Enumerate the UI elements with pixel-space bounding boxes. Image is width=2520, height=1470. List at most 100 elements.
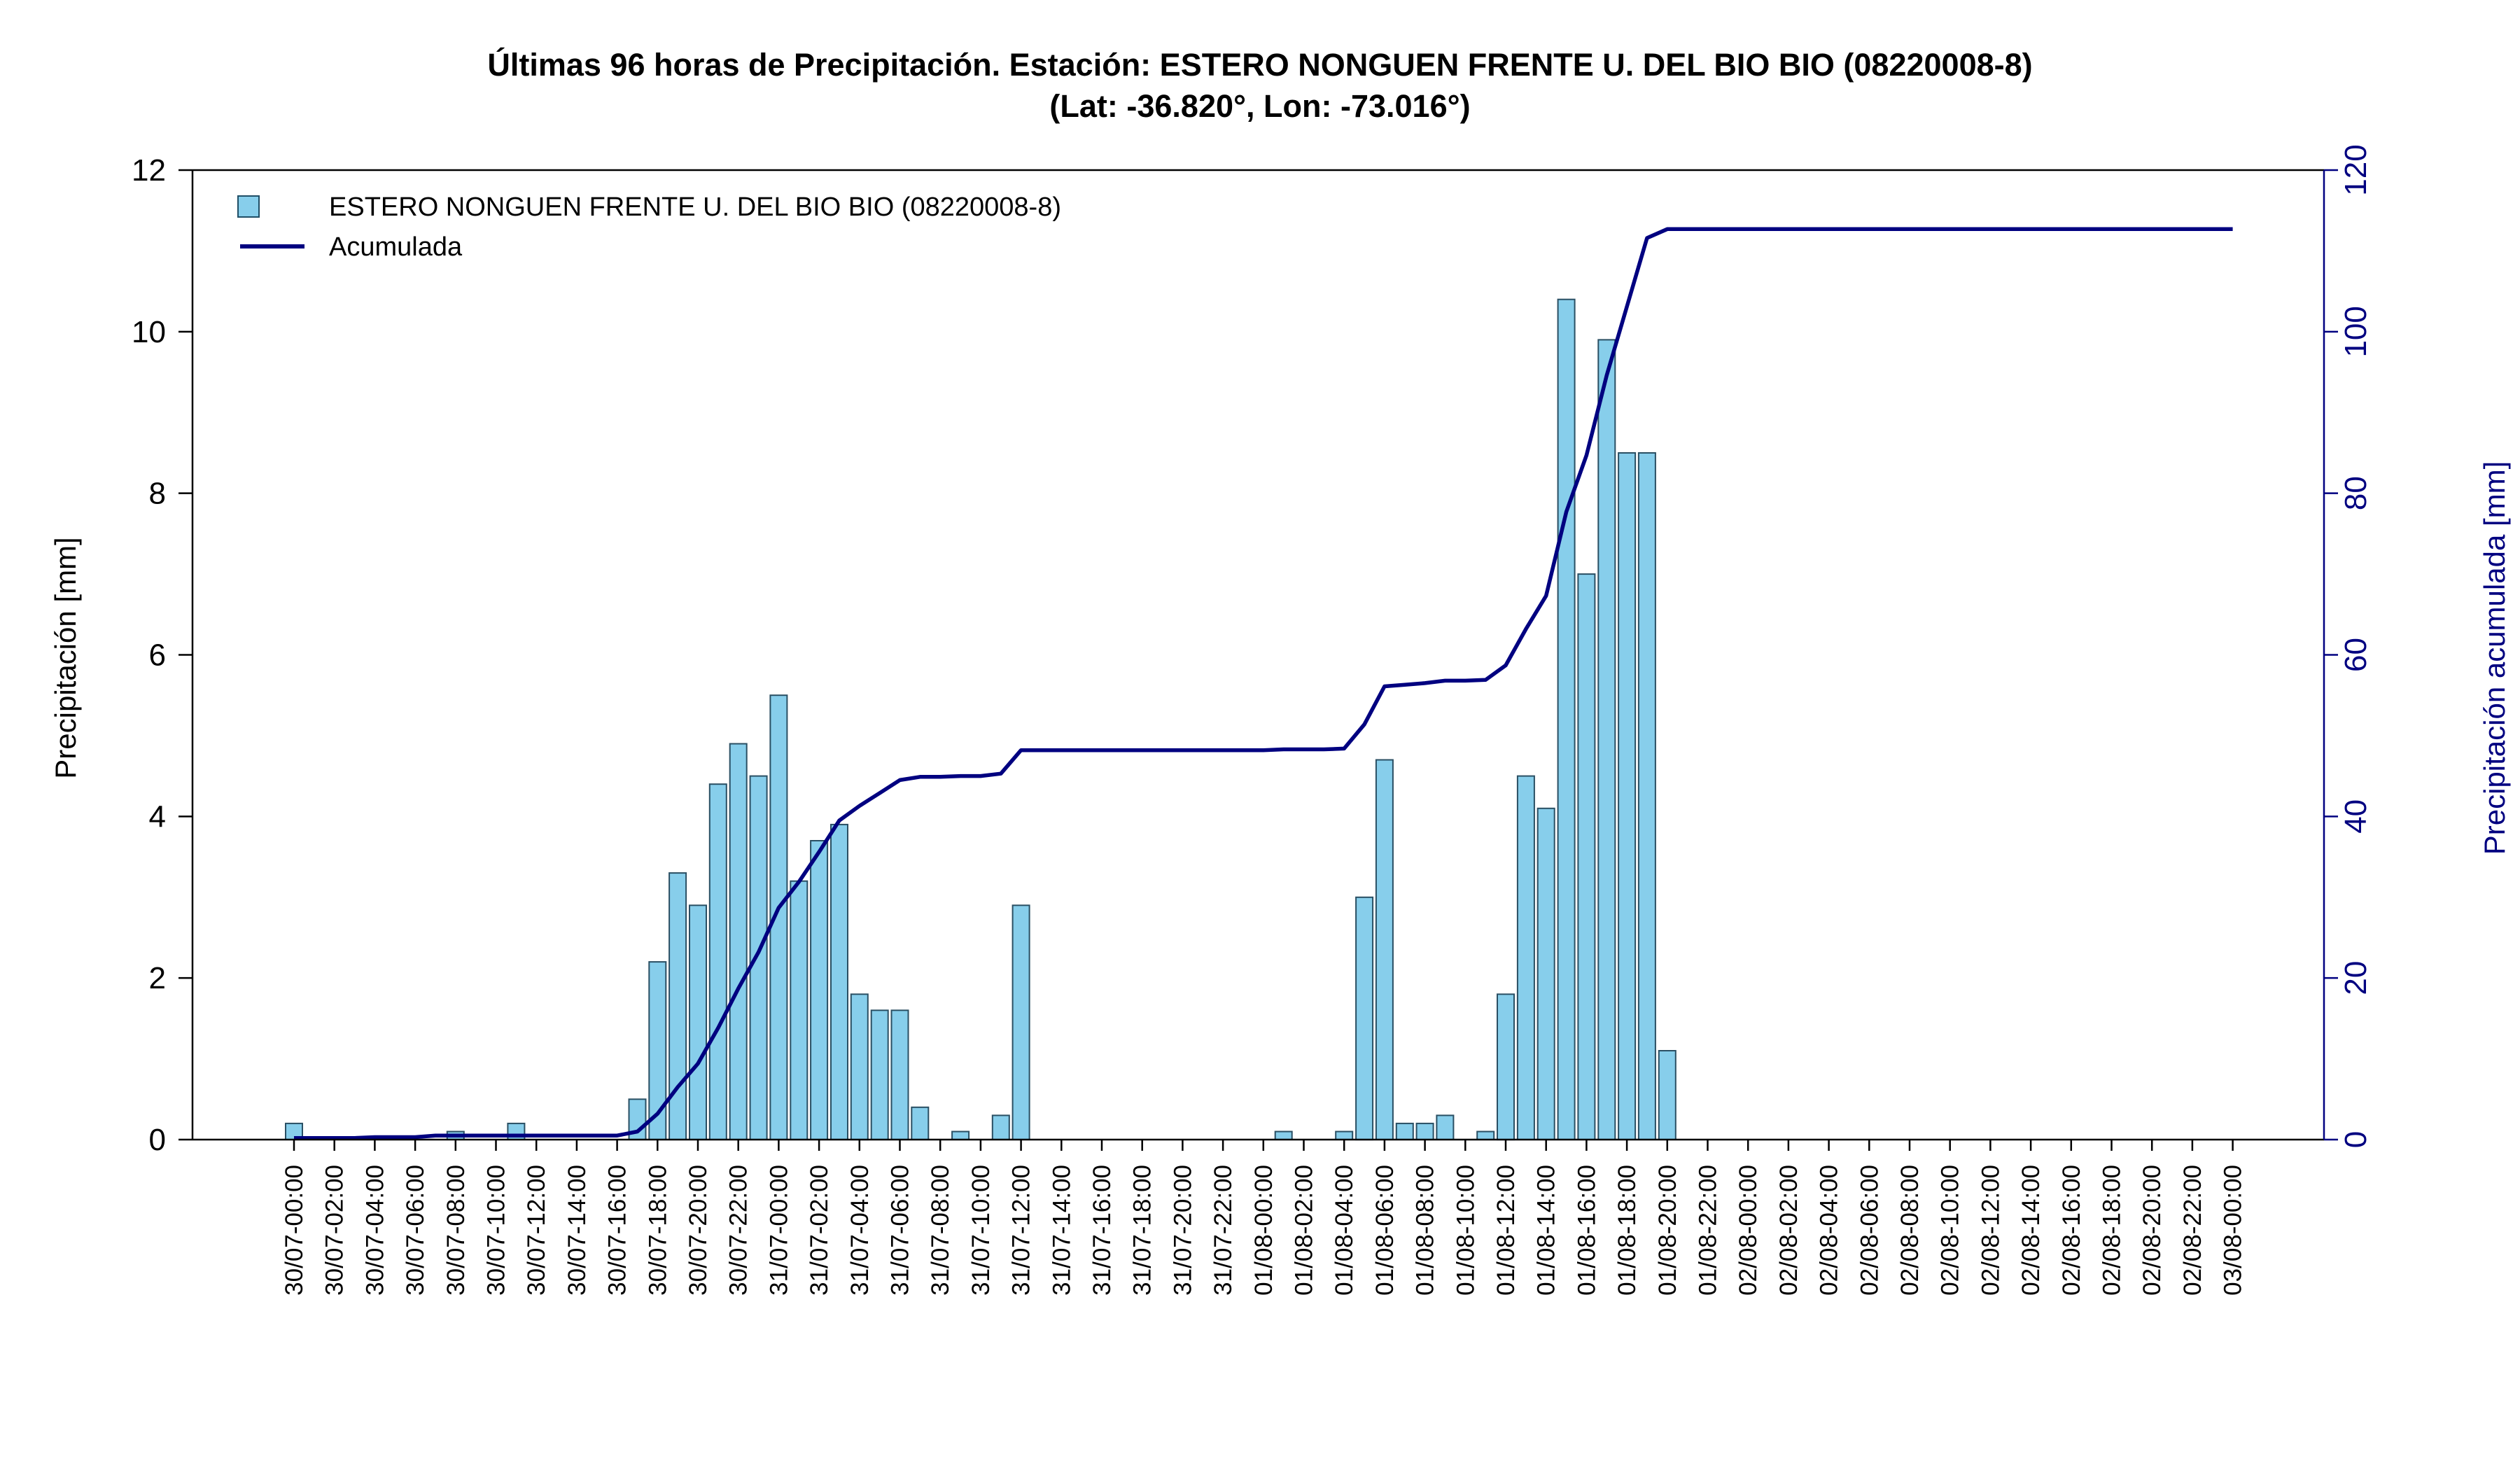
bar-33 [951, 1130, 970, 1140]
x-tick-label-47: 02/08-22:00 [2179, 1165, 2206, 1296]
y-tick-label-0: 0 [149, 1123, 166, 1157]
bar-19 [668, 872, 687, 1140]
x-tick-label-17: 31/07-10:00 [967, 1165, 995, 1296]
legend: ESTERO NONGUEN FRENTE U. DEL BIO BIO (08… [237, 192, 1061, 262]
x-tick-label-15: 31/07-06:00 [887, 1165, 914, 1296]
x-tick-label-32: 01/08-16:00 [1573, 1165, 1600, 1296]
bar-20 [689, 904, 707, 1141]
y-tick-label-12: 12 [132, 153, 166, 188]
bar-49 [1274, 1130, 1293, 1140]
x-tick-label-10: 30/07-20:00 [685, 1165, 712, 1296]
bar-27 [830, 823, 848, 1141]
x-tick-label-12: 31/07-00:00 [765, 1165, 792, 1296]
y-right-tick-label-0: 0 [2339, 1131, 2373, 1148]
y-axis-title: Precipitación [mm] [49, 537, 82, 778]
bar-62 [1536, 807, 1555, 1141]
bar-52 [1335, 1130, 1354, 1140]
x-tick-label-37: 02/08-02:00 [1775, 1165, 1802, 1296]
y-right-tick-label-80: 80 [2339, 476, 2373, 510]
x-tick-label-31: 01/08-14:00 [1533, 1165, 1560, 1296]
x-tick-label-46: 02/08-20:00 [2138, 1165, 2166, 1296]
chart-subtitle: (Lat: -36.820°, Lon: -73.016°) [1049, 88, 1470, 124]
chart-title: Últimas 96 horas de Precipitación. Estac… [487, 47, 2032, 83]
x-tick-label-0: 30/07-00:00 [281, 1165, 308, 1296]
x-tick-label-9: 30/07-18:00 [644, 1165, 671, 1296]
x-tick-label-36: 02/08-00:00 [1735, 1165, 1762, 1296]
x-tick-label-22: 31/07-20:00 [1169, 1165, 1196, 1296]
x-tick-label-21: 31/07-18:00 [1129, 1165, 1156, 1296]
x-tick-label-3: 30/07-06:00 [402, 1165, 429, 1296]
x-tick-label-39: 02/08-06:00 [1856, 1165, 1883, 1296]
x-tick-label-23: 31/07-22:00 [1210, 1165, 1237, 1296]
y-tick-label-4: 4 [149, 799, 166, 834]
y-right-tick-label-120: 120 [2339, 144, 2373, 195]
x-tick-label-20: 31/07-16:00 [1088, 1165, 1116, 1296]
bar-68 [1658, 1050, 1676, 1140]
x-tick-labels: 30/07-00:00 30/07-02:00 30/07-04:00 30/07-0… [281, 1140, 2247, 1296]
bar-64 [1577, 573, 1596, 1140]
bar-66 [1618, 452, 1637, 1140]
x-tick-label-1: 30/07-02:00 [321, 1165, 349, 1296]
bar-23 [749, 775, 768, 1140]
x-tick-label-41: 02/08-10:00 [1937, 1165, 1964, 1296]
x-tick-label-27: 01/08-06:00 [1371, 1165, 1399, 1296]
bar-26 [810, 840, 829, 1140]
bar-59 [1476, 1130, 1495, 1140]
bar-55 [1395, 1122, 1414, 1141]
bar-53 [1355, 896, 1374, 1141]
y-tick-label-10: 10 [132, 315, 166, 349]
x-tick-label-25: 01/08-02:00 [1291, 1165, 1318, 1296]
bar-60 [1497, 993, 1515, 1141]
x-tick-label-48: 03/08-00:00 [2220, 1165, 2247, 1296]
bar-63 [1557, 298, 1576, 1141]
y-tick-label-6: 6 [149, 638, 166, 673]
bar-54 [1375, 759, 1394, 1140]
x-tick-label-16: 31/07-08:00 [927, 1165, 954, 1296]
x-tick-label-42: 02/08-12:00 [1977, 1165, 2004, 1296]
x-tick-label-30: 01/08-12:00 [1492, 1165, 1520, 1296]
x-tick-label-13: 31/07-02:00 [806, 1165, 833, 1296]
line-series [294, 227, 2233, 1140]
y-axis-right-title: Precipitación acumulada [mm] [2478, 461, 2511, 855]
legend-bar-swatch [237, 195, 260, 218]
y-tick-label-2: 2 [149, 961, 166, 995]
bar-18 [648, 961, 667, 1140]
bar-57 [1436, 1114, 1455, 1141]
x-tick-label-43: 02/08-14:00 [2017, 1165, 2045, 1296]
bar-31 [911, 1106, 930, 1141]
bar-series [285, 298, 1676, 1141]
y-right-tick-label-40: 40 [2339, 799, 2373, 834]
x-tick-label-38: 02/08-04:00 [1816, 1165, 1843, 1296]
bar-29 [870, 1009, 889, 1141]
x-tick-label-5: 30/07-10:00 [483, 1165, 510, 1296]
bar-30 [890, 1009, 909, 1141]
bar-56 [1415, 1122, 1434, 1141]
y-right-tick-label-100: 100 [2339, 306, 2373, 357]
bar-22 [729, 743, 748, 1140]
bar-61 [1516, 775, 1535, 1140]
x-tick-label-8: 30/07-16:00 [604, 1165, 631, 1296]
x-tick-label-33: 01/08-18:00 [1614, 1165, 1641, 1296]
bar-21 [708, 783, 727, 1140]
cumulative-line [294, 227, 2233, 1140]
bar-36 [1011, 904, 1030, 1141]
x-tick-label-19: 31/07-14:00 [1048, 1165, 1075, 1296]
x-tick-label-11: 30/07-22:00 [725, 1165, 752, 1296]
bar-25 [790, 880, 808, 1140]
legend-line-label: Acumulada [329, 232, 463, 262]
x-tick-label-29: 01/08-10:00 [1452, 1165, 1479, 1296]
x-tick-label-2: 30/07-04:00 [361, 1165, 388, 1296]
x-tick-label-14: 31/07-04:00 [846, 1165, 874, 1296]
x-tick-label-24: 01/08-00:00 [1250, 1165, 1278, 1296]
x-tick-label-40: 02/08-08:00 [1896, 1165, 1924, 1296]
x-tick-label-6: 30/07-12:00 [523, 1165, 550, 1296]
bar-67 [1637, 452, 1656, 1140]
y-tick-label-8: 8 [149, 477, 166, 511]
x-tick-label-7: 30/07-14:00 [564, 1165, 591, 1296]
x-tick-label-44: 02/08-16:00 [2058, 1165, 2085, 1296]
y-right-tick-label-60: 60 [2339, 638, 2373, 672]
x-tick-label-35: 01/08-22:00 [1695, 1165, 1722, 1296]
x-tick-label-34: 01/08-20:00 [1654, 1165, 1681, 1296]
